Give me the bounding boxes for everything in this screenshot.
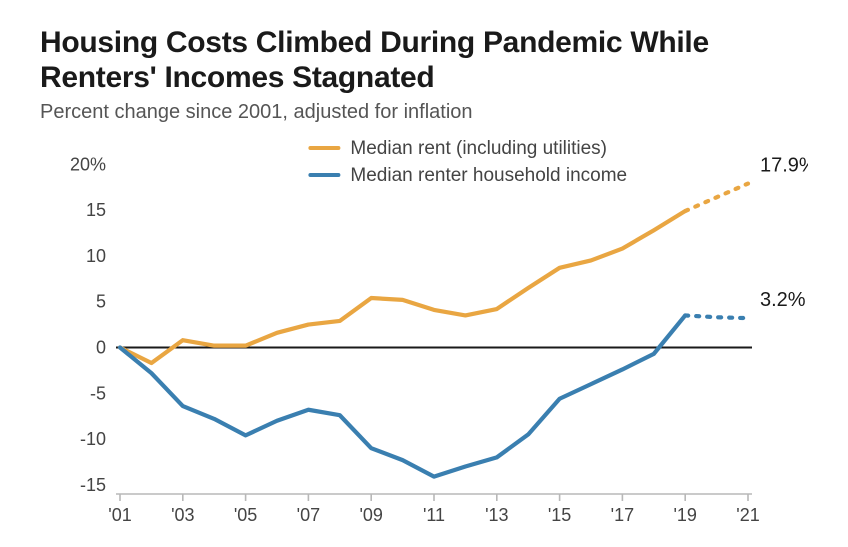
x-tick-label: '17 <box>611 505 634 525</box>
chart-title: Housing Costs Climbed During Pandemic Wh… <box>40 26 808 95</box>
y-tick-label: -15 <box>80 475 106 495</box>
series-rent <box>120 211 685 363</box>
line-chart: '01 '03 '05 '07 '09 '11 '13 '15 '17 '19 '21 -15 -10 -… <box>40 134 808 534</box>
chart-subtitle: Percent change since 2001, adjusted for … <box>40 101 808 124</box>
x-tick-label: '19 <box>673 505 696 525</box>
x-tick-label: '09 <box>359 505 382 525</box>
legend-label: Median renter household income <box>350 165 627 186</box>
y-tick-label: 15 <box>86 200 106 220</box>
y-tick-label: -10 <box>80 429 106 449</box>
x-tick-label: '13 <box>485 505 508 525</box>
series-rent-endlabel: 17.9% <box>760 155 808 177</box>
y-tick-label: 0 <box>96 337 106 357</box>
series-income-dashed <box>685 315 748 318</box>
x-tick-label: '03 <box>171 505 194 525</box>
y-tick-label: 20% <box>70 154 106 174</box>
legend-label: Median rent (including utilities) <box>350 138 607 159</box>
y-tick-label: -5 <box>90 383 106 403</box>
x-tick-label: '11 <box>423 505 445 525</box>
x-tick-label: '07 <box>297 505 320 525</box>
x-tick-label: '21 <box>736 505 759 525</box>
legend-swatch <box>308 146 340 150</box>
y-tick-label: 10 <box>86 246 106 266</box>
x-tick-label: '05 <box>234 505 257 525</box>
series-income <box>120 315 685 476</box>
x-tick-label: '01 <box>108 505 131 525</box>
series-income-endlabel: 3.2% <box>760 289 806 311</box>
series-rent-dashed <box>685 184 748 211</box>
x-tick-label: '15 <box>548 505 571 525</box>
y-tick-label: 5 <box>96 292 106 312</box>
legend-swatch <box>308 173 340 177</box>
